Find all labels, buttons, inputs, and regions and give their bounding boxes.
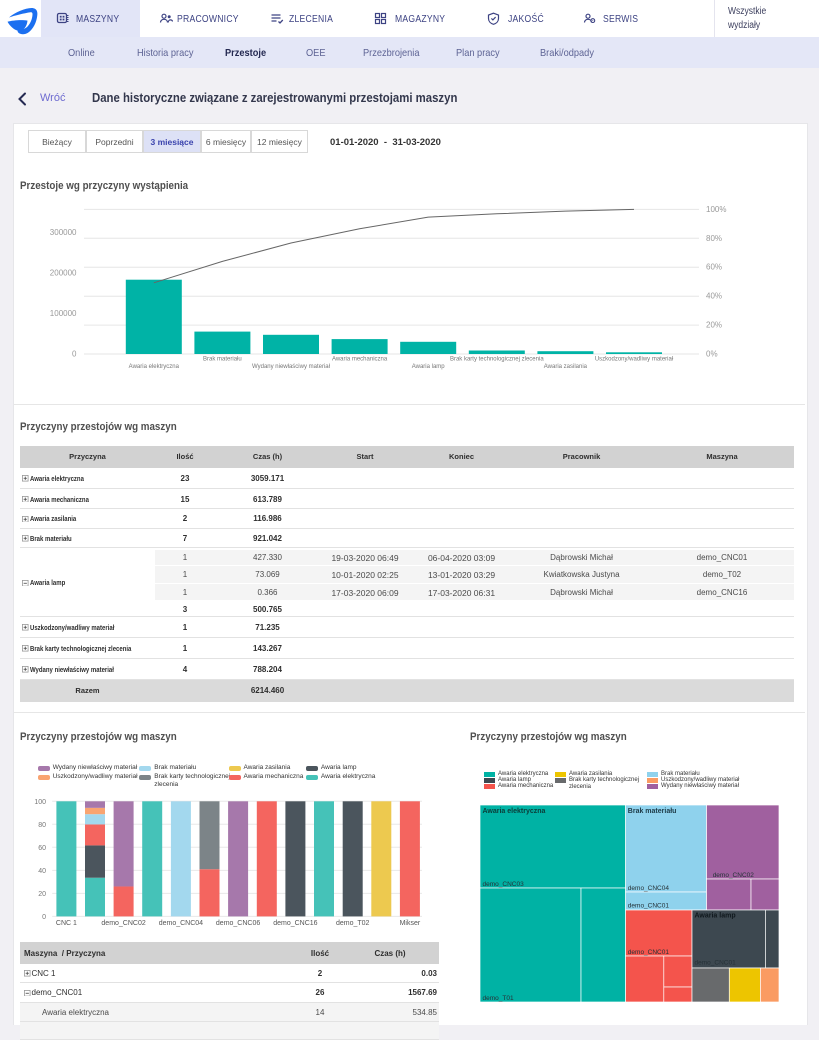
- svg-text:Brak materiału: Brak materiału: [628, 808, 677, 815]
- svg-text:40%: 40%: [706, 292, 722, 301]
- svg-text:0: 0: [42, 914, 46, 921]
- svg-text:Brak materiału: Brak materiału: [203, 357, 242, 363]
- svg-text:20%: 20%: [706, 321, 722, 330]
- svg-text:100000: 100000: [50, 309, 77, 318]
- svg-text:demo_T02: demo_T02: [336, 920, 370, 927]
- svg-text:40: 40: [38, 868, 46, 875]
- svg-text:Wydany niewłaściwy materiał: Wydany niewłaściwy materiał: [252, 364, 331, 370]
- svg-text:200000: 200000: [50, 269, 77, 278]
- svg-text:Awaria mechaniczna: Awaria mechaniczna: [332, 357, 388, 363]
- svg-text:demo_CNC16: demo_CNC16: [273, 920, 317, 927]
- svg-text:Uszkodzony/wadliwy materiał: Uszkodzony/wadliwy materiał: [595, 357, 674, 363]
- svg-text:demo_CNC01: demo_CNC01: [628, 949, 670, 956]
- svg-text:Brak karty technologicznej zle: Brak karty technologicznej zlecenia: [450, 357, 544, 363]
- svg-text:demo_CNC02: demo_CNC02: [713, 872, 755, 879]
- svg-text:300000: 300000: [50, 228, 77, 237]
- svg-text:demo_CNC04: demo_CNC04: [628, 885, 670, 892]
- svg-text:60: 60: [38, 845, 46, 852]
- svg-text:Awaria lamp: Awaria lamp: [695, 913, 736, 920]
- svg-text:demo_CNC03: demo_CNC03: [483, 881, 525, 888]
- svg-text:demo_CNC02: demo_CNC02: [101, 920, 145, 927]
- svg-text:60%: 60%: [706, 263, 722, 272]
- svg-text:20: 20: [38, 891, 46, 898]
- svg-text:Awaria zasilania: Awaria zasilania: [544, 364, 588, 370]
- svg-text:100: 100: [34, 799, 46, 806]
- svg-text:demo_CNC01: demo_CNC01: [695, 960, 737, 967]
- svg-text:80%: 80%: [706, 234, 722, 243]
- svg-text:Awaria elektryczna: Awaria elektryczna: [483, 808, 546, 815]
- svg-text:80: 80: [38, 822, 46, 829]
- svg-text:Mikser: Mikser: [400, 920, 421, 927]
- svg-text:demo_CNC04: demo_CNC04: [159, 920, 203, 927]
- svg-text:Awaria elektryczna: Awaria elektryczna: [129, 364, 180, 370]
- svg-text:Awaria lamp: Awaria lamp: [412, 364, 446, 370]
- svg-text:0: 0: [72, 350, 77, 359]
- svg-text:100%: 100%: [706, 205, 726, 214]
- svg-text:demo_CNC01: demo_CNC01: [628, 903, 670, 910]
- svg-text:demo_T01: demo_T01: [483, 995, 514, 1002]
- svg-text:demo_CNC06: demo_CNC06: [216, 920, 260, 927]
- svg-text:0%: 0%: [706, 350, 718, 359]
- svg-text:CNC 1: CNC 1: [56, 920, 77, 927]
